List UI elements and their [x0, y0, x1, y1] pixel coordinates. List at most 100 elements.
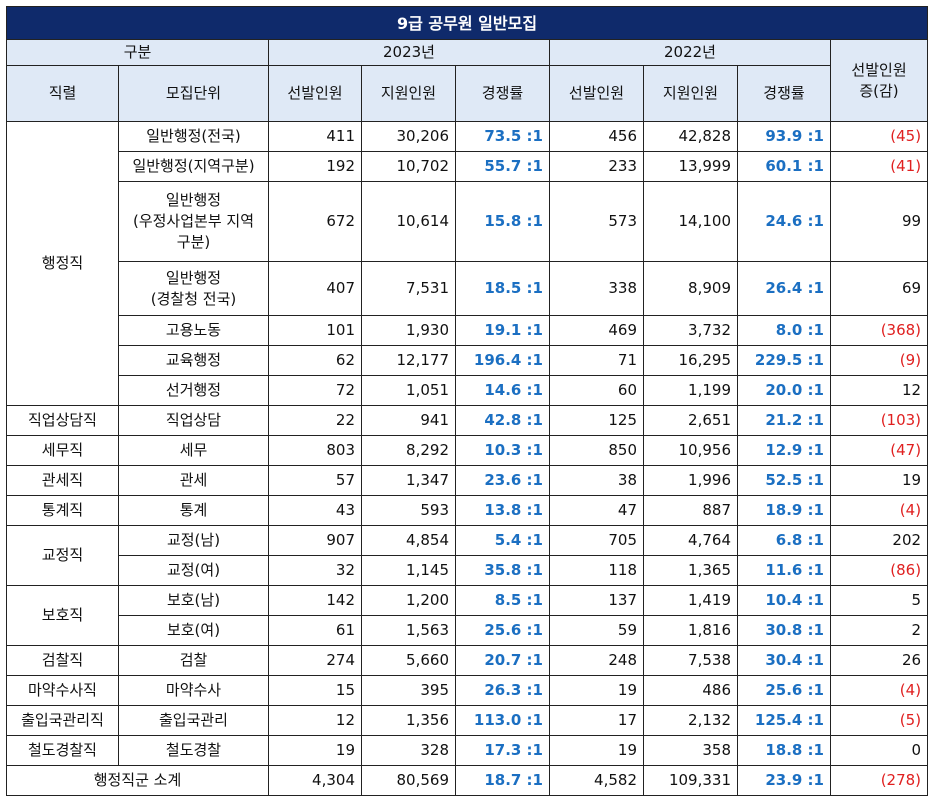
rate-2022: 23.9 :1	[737, 765, 831, 796]
rate-2023: 196.4 :1	[455, 345, 550, 376]
selected-2023: 672	[268, 181, 362, 262]
applicants-2022: 1,199	[643, 375, 738, 406]
change-cell: 19	[829, 465, 929, 496]
unit-line: 구분)	[176, 233, 211, 251]
applicants-2022: 2,132	[643, 705, 738, 736]
rate-2022: 10.4 :1	[737, 585, 831, 616]
change-cell: (5)	[829, 705, 929, 736]
selected-2023: 22	[268, 405, 362, 436]
rate-2023: 14.6 :1	[455, 375, 550, 406]
rate-2023: 15.8 :1	[455, 181, 550, 262]
selected-2022: 469	[549, 315, 644, 346]
applicants-2022: 16,295	[643, 345, 738, 376]
applicants-2022: 10,956	[643, 435, 738, 466]
unit-cell: 교정(남)	[118, 525, 269, 556]
applicants-2022: 2,651	[643, 405, 738, 436]
selected-2022: 47	[549, 495, 644, 526]
selected-2022: 573	[549, 181, 644, 262]
rate-2023: 26.3 :1	[455, 675, 550, 706]
header-gubun: 구분	[6, 39, 269, 66]
group-cell: 통계직	[6, 495, 119, 526]
selected-2023: 907	[268, 525, 362, 556]
selected-2022: 19	[549, 735, 644, 766]
change-cell: (4)	[829, 675, 929, 706]
rate-2022: 18.9 :1	[737, 495, 831, 526]
selected-2022: 19	[549, 675, 644, 706]
unit-cell: 검찰	[118, 645, 269, 676]
table-row: 직업상담직 직업상담 22 941 42.8 :1 125 2,651 21.2…	[6, 405, 929, 436]
group-cell: 마약수사직	[6, 675, 119, 706]
change-cell: 12	[829, 375, 929, 406]
selected-2023: 32	[268, 555, 362, 586]
unit-cell: 일반행정 (우정사업본부 지역 구분)	[118, 181, 269, 262]
table-row: 검찰직 검찰 274 5,660 20.7 :1 248 7,538 30.4 …	[6, 645, 929, 676]
applicants-2022: 3,732	[643, 315, 738, 346]
selected-2022: 118	[549, 555, 644, 586]
selected-2023: 142	[268, 585, 362, 616]
applicants-2023: 10,702	[361, 151, 456, 182]
applicants-2022: 1,419	[643, 585, 738, 616]
applicants-2023: 80,569	[361, 765, 456, 796]
unit-cell: 일반행정(지역구분)	[118, 151, 269, 182]
selected-2023: 4,304	[268, 765, 362, 796]
rate-2023: 19.1 :1	[455, 315, 550, 346]
applicants-2023: 5,660	[361, 645, 456, 676]
applicants-2023: 593	[361, 495, 456, 526]
change-cell: (103)	[829, 405, 929, 436]
rate-2022: 26.4 :1	[737, 261, 831, 316]
rate-2023: 20.7 :1	[455, 645, 550, 676]
selected-2023: 803	[268, 435, 362, 466]
applicants-2023: 395	[361, 675, 456, 706]
unit-cell: 일반행정 (경찰청 전국)	[118, 261, 269, 316]
total-row: 행정직군 소계 4,304 80,569 18.7 :1 4,582 109,3…	[6, 765, 929, 796]
header-sunbal-2022: 선발인원	[549, 65, 644, 122]
selected-2022: 248	[549, 645, 644, 676]
table-title: 9급 공무원 일반모집	[5, 6, 929, 40]
selected-2022: 137	[549, 585, 644, 616]
selected-2022: 125	[549, 405, 644, 436]
rate-2022: 125.4 :1	[737, 705, 831, 736]
header-jiwon-2023: 지원인원	[361, 65, 456, 122]
header-year-2023: 2023년	[268, 39, 550, 66]
rate-2023: 23.6 :1	[455, 465, 550, 496]
header-jiwon-2022: 지원인원	[643, 65, 738, 122]
selected-2023: 407	[268, 261, 362, 316]
applicants-2022: 1,365	[643, 555, 738, 586]
rate-2022: 8.0 :1	[737, 315, 831, 346]
rate-2023: 17.3 :1	[455, 735, 550, 766]
rate-2022: 11.6 :1	[737, 555, 831, 586]
rate-2022: 30.4 :1	[737, 645, 831, 676]
table-row: 일반행정(지역구분) 192 10,702 55.7 :1 233 13,999…	[7, 151, 929, 182]
selected-2023: 12	[268, 705, 362, 736]
total-label: 행정직군 소계	[6, 765, 269, 796]
selected-2023: 62	[268, 345, 362, 376]
applicants-2022: 358	[643, 735, 738, 766]
group-cell: 직업상담직	[6, 405, 119, 436]
header-sunbal-2023: 선발인원	[268, 65, 362, 122]
selected-2022: 17	[549, 705, 644, 736]
selected-2022: 60	[549, 375, 644, 406]
change-cell: 99	[829, 181, 929, 262]
group-cell: 세무직	[6, 435, 119, 466]
selected-2023: 61	[268, 615, 362, 646]
unit-cell: 마약수사	[118, 675, 269, 706]
change-cell: 202	[829, 525, 929, 556]
table-row: 보호(여) 61 1,563 25.6 :1 59 1,816 30.8 :1 …	[7, 615, 929, 646]
table-row: 마약수사직 마약수사 15 395 26.3 :1 19 486 25.6 :1…	[6, 675, 929, 706]
table-row: 행정직 일반행정(전국) 411 30,206 73.5 :1 456 42,8…	[6, 121, 929, 406]
change-cell: 0	[829, 735, 929, 766]
table-row: 교정(여) 32 1,145 35.8 :1 118 1,365 11.6 :1…	[7, 555, 929, 586]
unit-cell: 교정(여)	[118, 555, 269, 586]
selected-2022: 338	[549, 261, 644, 316]
change-cell: (47)	[829, 435, 929, 466]
rate-2023: 55.7 :1	[455, 151, 550, 182]
selected-2023: 192	[268, 151, 362, 182]
recruitment-table: 9급 공무원 일반모집 구분 2023년 2022년 선발인원 증(감) 직렬 …	[5, 6, 929, 796]
change-cell: 69	[829, 261, 929, 316]
unit-line: 일반행정	[165, 191, 222, 209]
header-rate-2023: 경쟁률	[455, 65, 550, 122]
selected-2023: 57	[268, 465, 362, 496]
header-change-line2: 증(감)	[859, 81, 899, 100]
unit-cell: 고용노동	[118, 315, 269, 346]
rate-2023: 13.8 :1	[455, 495, 550, 526]
